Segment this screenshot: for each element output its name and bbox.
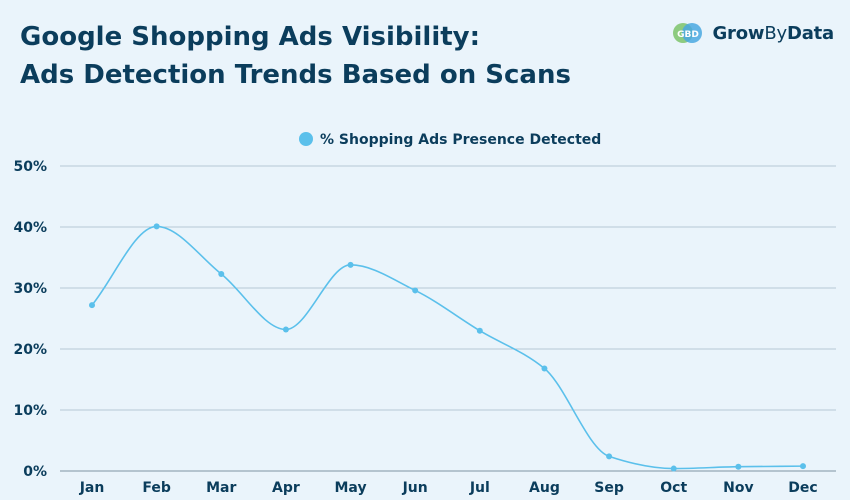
logo-data: Data xyxy=(786,22,834,44)
x-tick-label: Jun xyxy=(402,480,428,496)
legend-marker xyxy=(299,132,313,146)
x-tick-label: May xyxy=(335,480,367,496)
logo-by: By xyxy=(764,22,787,44)
x-tick-label: Jul xyxy=(469,480,490,496)
logo-mark-text: GBD xyxy=(678,30,700,40)
data-point-feb xyxy=(153,223,160,230)
x-axis: Jan Feb Mar Apr May Jun Jul Aug Sep Oct Nov Dec xyxy=(79,480,818,496)
x-tick-label: Feb xyxy=(142,480,171,496)
growbydata-logo: GBD GrowByData xyxy=(672,18,834,48)
data-point-aug xyxy=(541,365,548,372)
data-points xyxy=(89,223,806,472)
x-tick-label: Oct xyxy=(660,480,687,496)
data-point-jun xyxy=(412,287,419,294)
legend: % Shopping Ads Presence Detected xyxy=(299,132,601,148)
grid xyxy=(60,165,836,472)
chart-title-line-1: Google Shopping Ads Visibility: xyxy=(20,22,481,52)
x-tick-label: Sep xyxy=(594,480,624,496)
data-point-nov xyxy=(735,463,742,470)
data-point-jul xyxy=(476,327,483,334)
legend-label: % Shopping Ads Presence Detected xyxy=(320,132,601,148)
y-tick-label: 30% xyxy=(13,281,47,297)
x-tick-label: Dec xyxy=(788,480,817,496)
chart-title-line-2: Ads Detection Trends Based on Scans xyxy=(20,60,571,90)
x-tick-label: Jan xyxy=(79,480,105,496)
y-tick-label: 20% xyxy=(13,342,47,358)
x-tick-label: Aug xyxy=(529,480,560,496)
x-tick-label: Nov xyxy=(723,480,753,496)
y-tick-label: 10% xyxy=(13,403,47,419)
data-point-dec xyxy=(800,463,806,470)
y-tick-label: 0% xyxy=(23,464,47,480)
data-point-sep xyxy=(606,453,613,460)
chart-title: Google Shopping Ads Visibility: Ads Dete… xyxy=(20,18,571,94)
x-tick-label: Apr xyxy=(272,480,300,496)
logo-wordmark: GrowByData xyxy=(712,23,834,44)
growbydata-logo-icon: GBD xyxy=(673,23,703,43)
x-tick-label: Mar xyxy=(206,480,236,496)
data-point-jan xyxy=(89,302,95,309)
series-line xyxy=(91,225,804,470)
y-axis: 0% 10% 20% 30% 40% 50% xyxy=(13,159,47,480)
logo-grow: Grow xyxy=(712,22,765,44)
data-point-mar xyxy=(218,270,225,277)
data-point-apr xyxy=(282,326,289,333)
data-point-oct xyxy=(670,465,677,472)
y-tick-label: 40% xyxy=(13,220,47,236)
y-tick-label: 50% xyxy=(13,159,47,175)
data-point-may xyxy=(347,261,354,268)
